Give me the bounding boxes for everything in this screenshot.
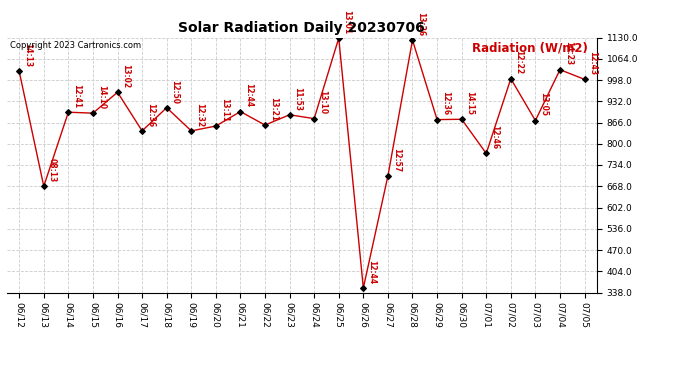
Text: 12:50: 12:50 <box>170 80 179 104</box>
Point <box>186 128 197 134</box>
Text: 14:15: 14:15 <box>466 91 475 115</box>
Point <box>333 35 344 41</box>
Text: 12:46: 12:46 <box>490 125 499 149</box>
Text: 13:10: 13:10 <box>318 90 327 114</box>
Point <box>284 112 295 118</box>
Point <box>63 109 74 115</box>
Point <box>407 37 418 43</box>
Text: 13:21: 13:21 <box>269 97 278 121</box>
Point <box>14 68 25 74</box>
Point <box>505 76 516 82</box>
Text: 12:43: 12:43 <box>589 51 598 75</box>
Point <box>259 122 270 128</box>
Point <box>38 183 49 189</box>
Text: 12:57: 12:57 <box>392 148 401 172</box>
Text: 13:26: 13:26 <box>416 12 425 36</box>
Point <box>579 76 590 82</box>
Text: 12:41: 12:41 <box>72 84 81 108</box>
Text: 12:36: 12:36 <box>441 91 450 116</box>
Point <box>308 116 319 122</box>
Text: Radiation (W/m2): Radiation (W/m2) <box>472 41 588 54</box>
Text: 12:32: 12:32 <box>195 103 204 127</box>
Point <box>235 108 246 114</box>
Point <box>456 116 467 122</box>
Text: 13:05: 13:05 <box>539 92 549 116</box>
Text: 12:44: 12:44 <box>244 83 253 107</box>
Point <box>161 105 172 111</box>
Text: 12:36: 12:36 <box>146 103 155 127</box>
Point <box>555 67 566 73</box>
Point <box>112 89 123 95</box>
Text: 14:23: 14:23 <box>564 41 573 66</box>
Point <box>382 173 393 179</box>
Point <box>88 110 99 116</box>
Text: 13:02: 13:02 <box>121 64 130 88</box>
Point <box>530 118 541 124</box>
Text: 11:53: 11:53 <box>293 87 302 111</box>
Text: 08:13: 08:13 <box>48 158 57 182</box>
Point <box>210 123 221 129</box>
Point <box>137 128 148 134</box>
Text: 13:11: 13:11 <box>219 98 228 122</box>
Text: Copyright 2023 Cartronics.com: Copyright 2023 Cartronics.com <box>10 41 141 50</box>
Text: 14:13: 14:13 <box>23 43 32 67</box>
Title: Solar Radiation Daily 20230706: Solar Radiation Daily 20230706 <box>179 21 425 35</box>
Text: 14:10: 14:10 <box>97 85 106 109</box>
Text: 13:01: 13:01 <box>342 10 352 34</box>
Point <box>431 117 442 123</box>
Text: 12:22: 12:22 <box>515 50 524 75</box>
Point <box>358 285 369 291</box>
Point <box>481 150 492 156</box>
Text: 12:44: 12:44 <box>367 260 376 284</box>
